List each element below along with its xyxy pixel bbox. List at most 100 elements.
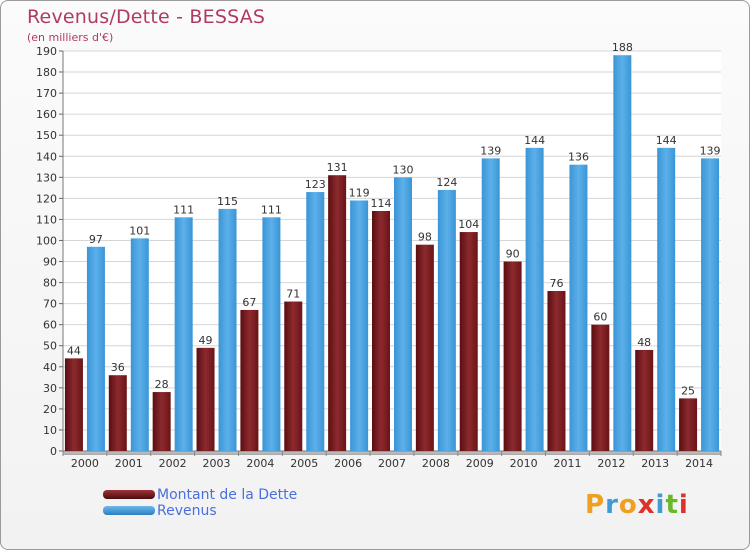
logo-letter: i [678,490,689,520]
y-tick-label: 10 [43,424,57,437]
bar-revenus [86,246,105,451]
y-tick-label: 70 [43,298,57,311]
bar-dette [635,349,654,451]
y-tick-label: 140 [36,150,57,163]
y-tick-label: 0 [50,445,57,458]
x-tick-label: 2010 [510,457,538,470]
legend-label-revenus: Revenus [157,503,217,519]
bar-revenus [613,55,632,452]
bar-dette [459,232,478,451]
data-label-dette: 67 [242,296,256,309]
x-tick-label: 2009 [466,457,494,470]
bar-dette [503,261,522,451]
logo-letter: t [665,490,679,520]
y-tick-label: 120 [36,192,57,205]
y-tick-label: 180 [36,66,57,79]
data-label-dette: 114 [371,197,392,210]
data-label-revenus: 139 [480,144,501,157]
bar-dette [196,347,215,451]
chart-title: Revenus/Dette - BESSAS [27,6,266,28]
legend-swatch-revenus [103,506,155,515]
bar-dette [591,324,610,451]
bar-dette [284,301,303,451]
x-tick-label: 2003 [203,457,231,470]
x-tick-label: 2000 [71,457,99,470]
y-tick-label: 110 [36,213,57,226]
data-label-dette: 49 [199,334,213,347]
bar-dette [679,398,698,451]
data-label-revenus: 124 [436,176,457,189]
bar-revenus [130,238,149,451]
bar-revenus [218,208,237,451]
data-label-revenus: 119 [349,186,370,199]
bar-revenus [262,217,281,451]
plot-area [63,51,721,451]
bar-revenus [569,164,588,451]
data-label-dette: 104 [458,218,479,231]
logo-letter: i [655,490,666,520]
data-label-dette: 28 [155,378,169,391]
logo-letter: r [605,490,619,520]
data-label-dette: 48 [637,336,651,349]
y-tick-label: 40 [43,361,57,374]
bar-revenus [350,200,369,451]
data-label-dette: 71 [286,288,300,301]
x-tick-label: 2011 [553,457,581,470]
data-label-revenus: 136 [568,151,589,164]
x-tick-label: 2004 [246,457,274,470]
bar-dette [64,358,83,451]
y-tick-label: 30 [43,382,57,395]
legend-label-dette: Montant de la Dette [157,487,298,503]
bar-dette [415,244,434,451]
bar-revenus [394,177,412,451]
data-label-dette: 44 [67,344,81,357]
data-label-revenus: 188 [612,41,633,54]
data-label-dette: 25 [681,384,695,397]
plot-floor [63,451,721,455]
data-label-dette: 36 [111,361,125,374]
logo-letter: P [585,490,606,520]
data-label-dette: 131 [327,161,348,174]
bar-revenus [481,158,500,452]
y-tick-label: 150 [36,129,57,142]
bar-revenus [437,189,456,451]
data-label-revenus: 144 [656,134,677,147]
x-tick-label: 2008 [422,457,450,470]
data-label-dette: 76 [549,277,563,290]
bar-revenus [701,158,720,452]
y-tick-label: 80 [43,277,57,290]
x-tick-label: 2006 [334,457,362,470]
bar-dette [328,175,347,452]
y-tick-label: 170 [36,87,57,100]
bar-dette [240,309,259,451]
chart-subtitle: (en milliers d'€) [27,31,114,44]
y-tick-label: 100 [36,234,57,247]
y-tick-label: 190 [36,45,57,58]
data-label-dette: 60 [593,311,607,324]
y-tick-label: 160 [36,108,57,121]
data-label-revenus: 111 [173,203,194,216]
x-tick-label: 2001 [115,457,143,470]
y-tick-label: 90 [43,256,57,269]
bar-dette [152,392,171,451]
y-tick-label: 60 [43,319,57,332]
data-label-dette: 98 [418,231,432,244]
x-tick-label: 2012 [597,457,625,470]
data-label-revenus: 130 [393,163,414,176]
bar-revenus [525,147,544,451]
x-tick-label: 2007 [378,457,406,470]
bar-dette [547,291,566,451]
legend-swatch-dette [103,490,155,499]
x-tick-label: 2005 [290,457,318,470]
data-label-revenus: 97 [89,233,103,246]
logo-letter: o [618,490,638,520]
data-label-revenus: 115 [217,195,238,208]
bar-revenus [657,147,676,451]
bar-revenus [174,217,193,451]
logo-letter: x [637,490,656,520]
y-tick-label: 130 [36,171,57,184]
x-tick-label: 2013 [641,457,669,470]
data-label-dette: 90 [506,248,520,261]
